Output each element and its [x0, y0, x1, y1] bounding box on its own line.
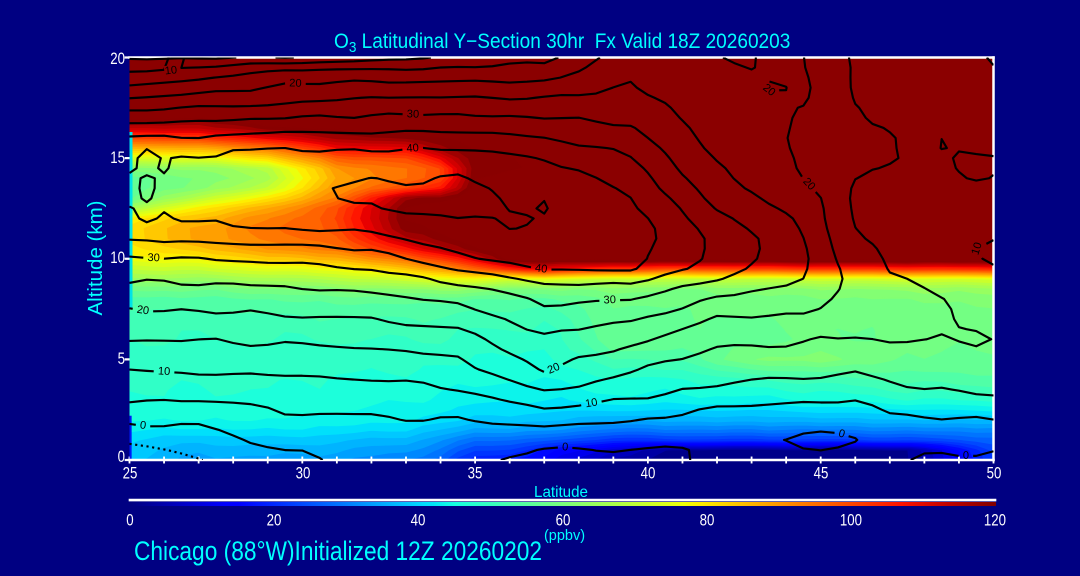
svg-text:0: 0 — [562, 441, 569, 453]
svg-text:20: 20 — [289, 77, 302, 89]
svg-text:20: 20 — [136, 304, 150, 318]
svg-text:40: 40 — [534, 262, 548, 275]
svg-text:10: 10 — [970, 241, 985, 256]
svg-text:0: 0 — [963, 450, 969, 462]
svg-text:30: 30 — [147, 252, 160, 264]
svg-text:10: 10 — [584, 396, 598, 410]
svg-text:40: 40 — [406, 142, 419, 155]
svg-text:20: 20 — [546, 361, 562, 377]
svg-text:10: 10 — [158, 365, 171, 378]
svg-text:0: 0 — [837, 427, 846, 440]
svg-text:0: 0 — [139, 419, 147, 432]
svg-text:10: 10 — [164, 64, 178, 77]
svg-text:30: 30 — [603, 294, 616, 306]
svg-text:30: 30 — [407, 108, 420, 120]
